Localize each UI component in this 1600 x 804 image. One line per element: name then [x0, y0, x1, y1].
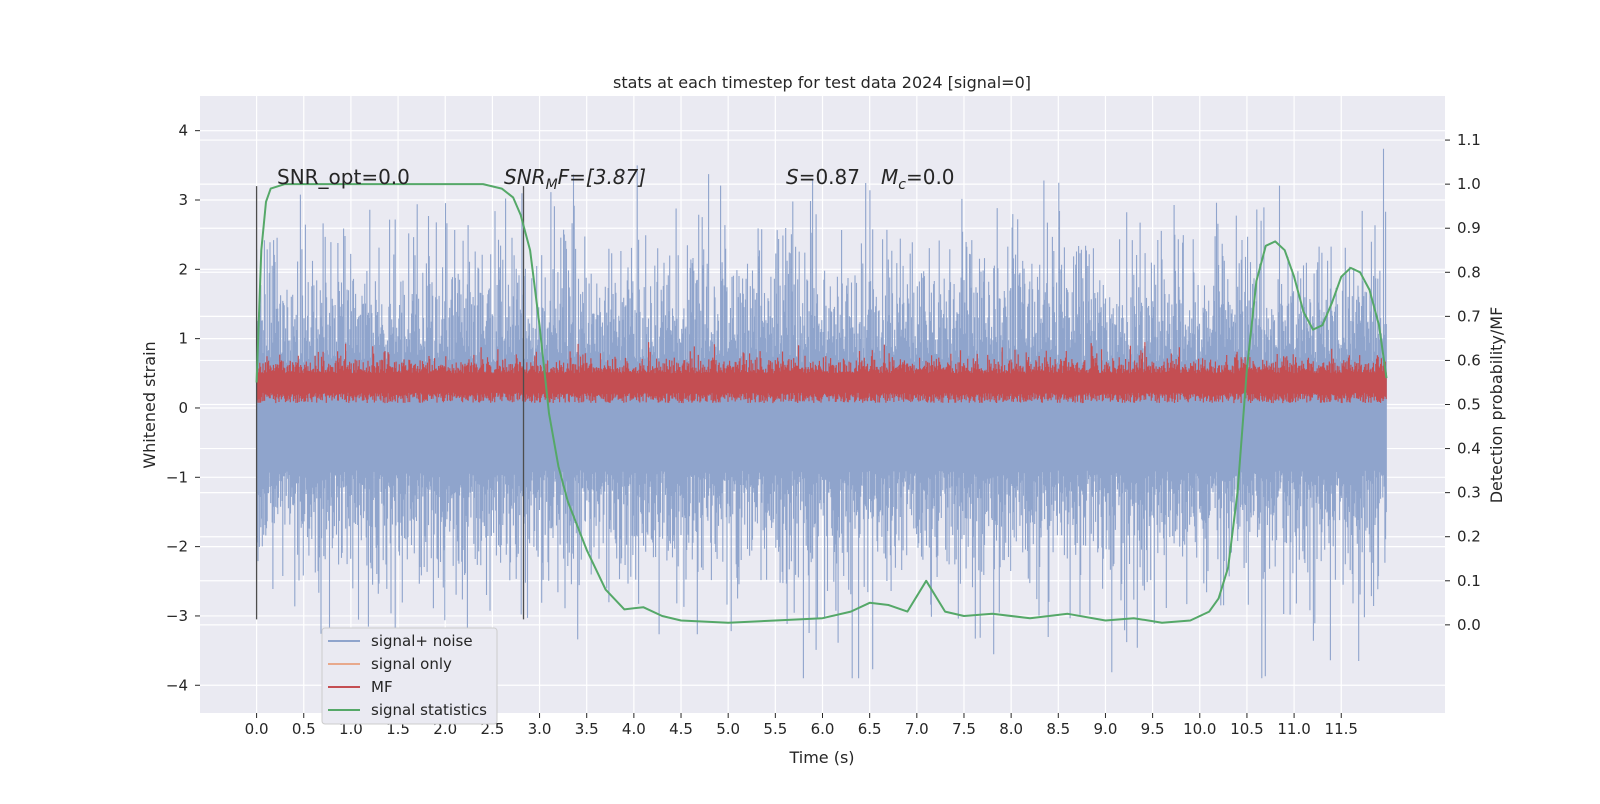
- annotation-mc-label: M: [881, 165, 898, 189]
- x-tick-label-7: 3.5: [575, 720, 599, 738]
- y-tick-label-4: 0: [178, 399, 188, 417]
- y2-tick-label-9: 0.9: [1457, 219, 1481, 237]
- series-layer: [255, 148, 1388, 679]
- annotation-mc-value: =0.0: [906, 165, 955, 189]
- x-tick-label-6: 3.0: [528, 720, 552, 738]
- legend-label-mf: MF: [371, 678, 393, 696]
- annotation-snr-mf-prefix: SNR: [504, 165, 546, 189]
- x-tick-label-13: 6.5: [858, 720, 882, 738]
- legend-label-signal-noise: signal+ noise: [371, 632, 473, 650]
- x-tick-label-10: 5.0: [716, 720, 740, 738]
- annotation-s-label: S: [786, 165, 799, 189]
- x-tick-label-23: 11.5: [1325, 720, 1358, 738]
- y-axis-right: 0.0 0.1 0.2 0.3 0.4 0.5 0.6 0.7 0.8 0.9 1.0 1.1: [1445, 131, 1481, 634]
- annotation-mc-sub: c: [898, 177, 906, 193]
- x-tick-label-15: 7.5: [952, 720, 976, 738]
- x-tick-label-16: 8.0: [999, 720, 1023, 738]
- y-tick-label-7: 3: [178, 191, 188, 209]
- y-tick-label-2: −2: [166, 538, 188, 556]
- x-tick-label-14: 7.0: [905, 720, 929, 738]
- x-axis-label: Time (s): [788, 748, 854, 767]
- legend-label-signal-only: signal only: [371, 655, 452, 673]
- x-axis: 0.0 0.5 1.0 1.5 2.0 2.5 3.0 3.5 4.0 4.5 5.0 5.5 6.0 6…: [245, 713, 1358, 738]
- annotation-s-value: =0.87: [799, 165, 860, 189]
- annotation-snr-opt: SNR_opt=0.0: [277, 165, 410, 189]
- y2-tick-label-0: 0.0: [1457, 616, 1481, 634]
- y2-tick-label-6: 0.6: [1457, 351, 1481, 369]
- y2-tick-label-8: 0.8: [1457, 263, 1481, 281]
- y2-tick-label-7: 0.7: [1457, 307, 1481, 325]
- y2-tick-label-1: 0.1: [1457, 572, 1481, 590]
- y2-tick-label-2: 0.2: [1457, 528, 1481, 546]
- x-tick-label-22: 11.0: [1277, 720, 1310, 738]
- y-tick-label-6: 2: [178, 260, 188, 278]
- x-tick-label-17: 8.5: [1046, 720, 1070, 738]
- y-tick-label-5: 1: [178, 330, 188, 348]
- x-tick-label-8: 4.0: [622, 720, 646, 738]
- x-tick-label-9: 4.5: [669, 720, 693, 738]
- y2-axis-label: Detection probability/MF: [1487, 307, 1506, 504]
- annotation-s: S=0.87: [786, 165, 860, 189]
- y-axis-label: Whitened strain: [140, 341, 159, 468]
- x-tick-label-18: 9.0: [1094, 720, 1118, 738]
- y-tick-label-3: −1: [166, 468, 188, 486]
- y2-tick-label-4: 0.4: [1457, 440, 1481, 458]
- x-tick-label-0: 0.0: [245, 720, 269, 738]
- annotation-snr-mf-rest-f: F=[3.87]: [558, 165, 646, 189]
- legend: signal+ noise signal only MF signal stat…: [321, 627, 498, 725]
- y2-tick-label-3: 0.3: [1457, 484, 1481, 502]
- legend-box: [321, 627, 498, 725]
- y-tick-label-0: −4: [166, 676, 188, 694]
- annotation-mc: Mc=0.0: [881, 165, 955, 193]
- x-tick-label-12: 6.0: [811, 720, 835, 738]
- legend-label-signal-statistics: signal statistics: [371, 701, 487, 719]
- x-tick-label-21: 10.5: [1230, 720, 1263, 738]
- y-tick-label-1: −3: [166, 607, 188, 625]
- series-signal-statistics: [255, 183, 1388, 624]
- y-tick-label-8: 4: [178, 122, 188, 140]
- y2-tick-label-10: 1.0: [1457, 175, 1481, 193]
- y-axis-left: −4 −3 −2 −1 0 1 2 3 4: [166, 122, 200, 694]
- chart-title: stats at each timestep for test data 202…: [613, 73, 1031, 92]
- annotation-snr-mf: SNRMF=[3.87]: [504, 165, 646, 193]
- y2-tick-label-5: 0.5: [1457, 396, 1481, 414]
- x-tick-label-20: 10.0: [1183, 720, 1216, 738]
- x-tick-label-19: 9.5: [1141, 720, 1165, 738]
- x-tick-label-1: 0.5: [292, 720, 316, 738]
- y2-tick-label-11: 1.1: [1457, 131, 1481, 149]
- annotation-snr-mf-sub: M: [546, 177, 558, 193]
- x-tick-label-11: 5.5: [763, 720, 787, 738]
